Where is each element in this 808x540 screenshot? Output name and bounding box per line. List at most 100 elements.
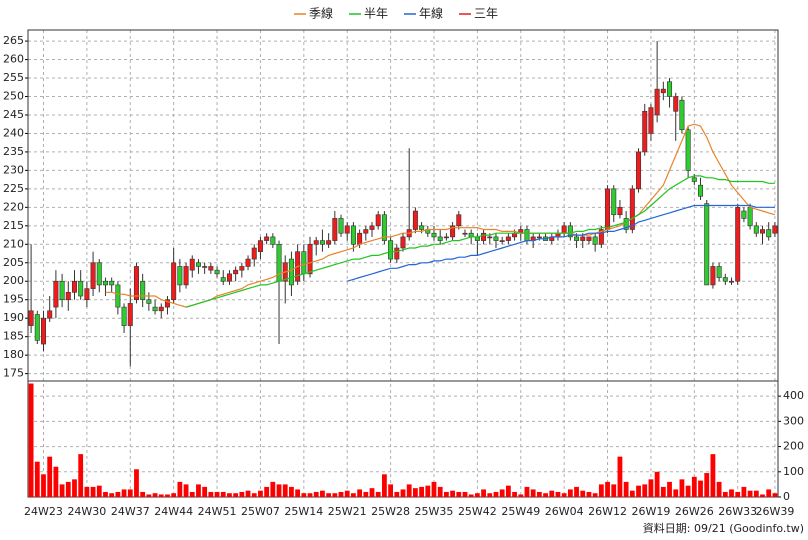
y-tick-label: 195 [3,293,24,306]
volume-bar [729,489,734,497]
volume-bar [258,490,263,497]
volume-bar [431,481,437,497]
candle-body [598,229,604,245]
volume-bar [747,490,753,497]
candle-body [195,262,201,267]
x-tick-label: 25W14 [284,505,323,518]
x-tick-label: 25W07 [241,505,280,518]
candle-body [189,258,195,271]
volume-bar [394,491,400,497]
volume-bar [474,493,480,497]
candle-body [226,273,232,282]
volume-bar [375,491,381,497]
candle-body [102,280,108,286]
volume-bar [270,481,276,497]
volume-bar [326,493,332,497]
candle-body [140,280,146,301]
candle-body [685,129,691,171]
volume-bar [289,486,294,497]
volume-bar [524,486,530,497]
x-tick-label: 25W42 [458,505,497,518]
candle-body [524,229,530,241]
candle-body [350,225,356,245]
volume-bar [617,456,623,497]
candle-body [611,188,617,216]
candle-body [679,99,685,131]
candle-body [158,306,164,312]
candle-body [270,236,276,245]
y-tick-label: 190 [3,311,24,324]
y-tick-label: 240 [3,126,24,139]
volume-bar [704,473,710,497]
volume-bar [90,486,96,497]
volume-bar [518,494,524,497]
volume-bar [400,489,406,497]
volume-bar [196,484,201,497]
moving-average-line [105,123,776,308]
volume-bar [667,481,672,497]
candle-body [319,240,325,245]
candle-body [642,110,648,153]
volume-bar [189,491,195,497]
volume-bar [691,476,697,497]
x-tick-label: 26W19 [631,505,670,518]
y-tick-label: 215 [3,219,24,232]
candle-body [617,207,623,216]
volume-bar [127,489,133,497]
volume-bar [351,493,356,497]
candle-body [369,225,375,230]
candle-body [493,236,499,241]
candle-body [84,288,90,301]
candle-body [586,236,592,241]
volume-bar [679,479,685,497]
candle-body [412,210,418,230]
candle-body [152,306,158,312]
volume-bar [264,486,270,497]
volume-bar [84,486,90,497]
volume-bar [171,493,177,497]
candle-body [673,96,679,112]
volume-bar [276,484,282,497]
candle-body [667,81,673,97]
volume-bar [202,486,208,497]
volume-bar [233,493,239,497]
volume-bar [710,454,716,497]
volume-bar [735,491,741,497]
candle-body [388,240,394,260]
volume-bar [140,491,146,497]
volume-bar [251,493,257,497]
volume-bar [363,491,369,497]
volume-bar [512,491,517,497]
candle-body [344,225,350,234]
volume-bar [307,493,313,497]
y-tick-label: 265 [3,34,24,47]
volume-bar [499,489,505,497]
volume-bar [134,469,139,497]
y-tick-label: 235 [3,145,24,158]
candle-body [505,236,511,241]
volume-bar [369,488,375,497]
volume-bar [660,486,666,497]
volume-bar [561,493,567,497]
candle-body [96,262,102,286]
candle-body [133,266,139,301]
candle-body [375,214,381,227]
candle-body [636,151,642,190]
candle-body [307,243,313,275]
volume-bar [412,488,418,497]
volume-bar [456,491,462,497]
volume-bar [592,493,598,497]
candle-body [363,229,369,234]
y-tick-label: 220 [3,200,24,213]
volume-bar [574,486,579,497]
candle-body [313,240,319,245]
y-tick-label: 225 [3,182,24,195]
y2-tick-label: 300 [783,414,804,427]
volume-bar [580,490,586,497]
y-tick-label: 260 [3,53,24,66]
volume-bar [536,491,542,497]
volume-bar [406,484,412,497]
volume-bar [555,491,561,497]
volume-bar [282,484,288,497]
